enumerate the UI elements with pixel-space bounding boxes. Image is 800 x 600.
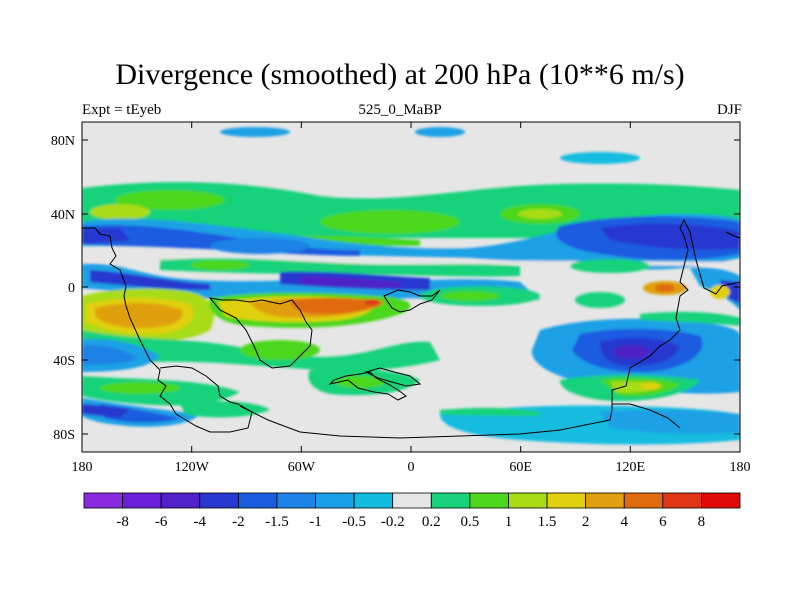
x-tick-label: 120E — [616, 460, 646, 475]
axis-ticks — [81, 122, 741, 452]
x-tick-label: 60E — [509, 460, 532, 475]
south-america-outline — [208, 297, 313, 369]
north-america-outline — [82, 227, 253, 433]
colorbar-labels: -8 -6 -4 -2 -1.5 -1 -0.5 -0.2 0.2 0.5 1 1.5 2 4 6 8 — [116, 514, 705, 530]
africa-outline — [383, 289, 441, 313]
y-tick-label: 40S — [53, 354, 75, 369]
colorbar-label: 8 — [698, 514, 706, 530]
y-tick-label: 80S — [53, 428, 75, 443]
colorbar-label: 1 — [505, 514, 513, 530]
colorbar-label: -1.5 — [265, 514, 289, 530]
x-tick-label: 0 — [408, 460, 415, 475]
season-label: DJF — [716, 102, 742, 118]
colorbar-swatch — [199, 492, 239, 509]
colorbar-label: 2 — [582, 514, 590, 530]
southern-ridge-outline — [612, 403, 681, 429]
colorbar-label: -0.2 — [381, 514, 405, 530]
x-tick-label: 120W — [175, 460, 210, 475]
y-tick-label: 80N — [51, 134, 75, 149]
colorbar-swatch — [122, 492, 162, 509]
colorbar-swatch — [237, 492, 278, 509]
colorbar-swatch — [508, 492, 548, 509]
colorbar-swatch — [662, 492, 702, 509]
colorbar-label: 4 — [620, 514, 628, 530]
colorbar-label: -0.5 — [342, 514, 366, 530]
colorbar-label: -6 — [155, 514, 168, 530]
colorbar-label: -1 — [309, 514, 322, 530]
dateline-outline — [725, 231, 741, 239]
colorbar — [83, 492, 741, 509]
colorbar-swatch — [315, 492, 355, 509]
y-tick-label: 40N — [51, 208, 75, 223]
colorbar-swatch — [546, 492, 587, 509]
colorbar-label: -8 — [116, 514, 129, 530]
x-tick-label: 180 — [730, 460, 751, 475]
chart-title: Divergence (smoothed) at 200 hPa (10**6 … — [115, 58, 685, 91]
colorbar-swatch — [469, 492, 509, 509]
colorbar-swatch — [392, 492, 432, 509]
x-tick-label: 180 — [72, 460, 93, 475]
colorbar-label: -4 — [194, 514, 207, 530]
colorbar-swatch — [83, 492, 123, 509]
colorbar-swatch — [430, 492, 471, 509]
island-outline — [364, 367, 422, 387]
colorbar-label: 0.2 — [422, 514, 441, 530]
divergence-contours — [82, 127, 740, 445]
colorbar-swatch — [585, 492, 625, 509]
period-label: 525_0_MaBP — [358, 102, 442, 118]
experiment-label: Expt = tEyeb — [82, 102, 162, 118]
colorbar-swatch — [353, 492, 394, 509]
continent-outlines — [82, 218, 741, 439]
colorbar-label: -2 — [232, 514, 245, 530]
colorbar-label: 6 — [659, 514, 667, 530]
antarctic-ridge-outline — [328, 371, 407, 401]
y-tick-label: 0 — [68, 281, 75, 296]
colorbar-swatch — [623, 492, 664, 509]
colorbar-swatch — [160, 492, 201, 509]
colorbar-swatch — [276, 492, 316, 509]
colorbar-swatch — [701, 492, 741, 509]
colorbar-label: 0.5 — [461, 514, 480, 530]
x-tick-label: 60W — [288, 460, 316, 475]
colorbar-label: 1.5 — [538, 514, 557, 530]
asia-australia-outline — [239, 218, 741, 439]
